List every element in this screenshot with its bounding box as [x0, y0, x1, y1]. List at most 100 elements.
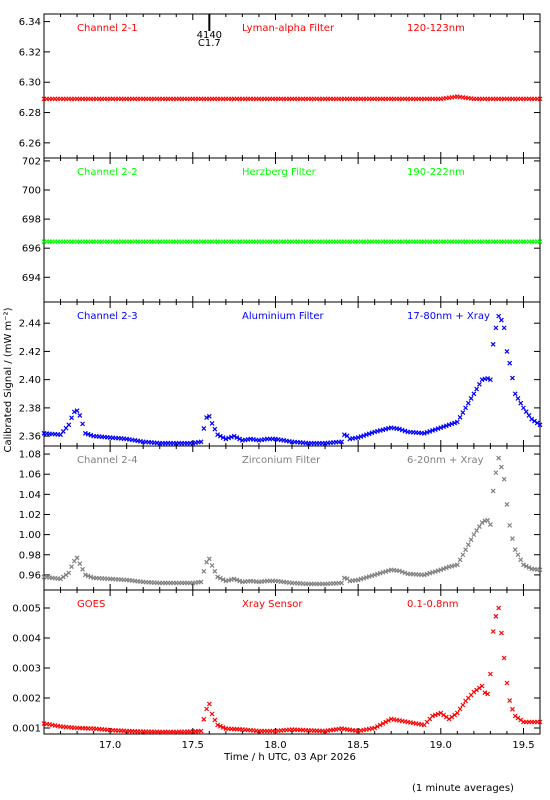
data-point — [468, 396, 474, 401]
x-tick-label: 18.0 — [264, 740, 286, 751]
data-point — [69, 564, 74, 570]
data-point — [217, 575, 223, 581]
y-tick-label: 6.28 — [19, 108, 41, 119]
panels: 6.26 6.28 6.30 6.32 6.34 Channel 2-1 Lyman-alp… — [12, 13, 543, 735]
filter-label: Zirconium Filter — [242, 455, 321, 466]
data-point — [498, 317, 504, 323]
y-tick-label: 2.42 — [19, 347, 41, 358]
data-point — [501, 655, 507, 661]
data-point — [487, 671, 493, 677]
data-point — [493, 325, 499, 331]
data-point — [504, 680, 510, 686]
y-tick-label: 0.96 — [19, 570, 41, 581]
data-point — [504, 501, 510, 507]
data-point — [518, 557, 524, 563]
data-point — [476, 524, 482, 529]
data-point — [526, 412, 532, 418]
data-point — [523, 409, 529, 415]
panel-frame — [43, 589, 541, 735]
y-tick-label: 1.02 — [19, 510, 41, 521]
panel-frame — [43, 13, 541, 159]
data-point — [465, 400, 471, 406]
data-point — [532, 418, 537, 424]
y-tick-label: 1.04 — [19, 490, 41, 501]
data-point — [460, 552, 466, 558]
data-point — [490, 488, 496, 494]
data-point — [88, 574, 94, 580]
data-point — [485, 517, 491, 523]
data-point — [82, 430, 88, 436]
data-point — [496, 455, 502, 461]
data-point — [465, 542, 471, 548]
data-point — [512, 391, 518, 397]
flare-marker: 4140 C1.7 — [197, 14, 222, 49]
data-point — [206, 701, 212, 707]
data-point — [441, 424, 446, 430]
data-point — [479, 683, 485, 689]
data-point — [432, 427, 438, 432]
data-point — [471, 391, 477, 397]
data-point — [474, 528, 480, 534]
data-point — [339, 580, 345, 586]
data-point — [471, 532, 477, 538]
data-point — [476, 381, 482, 387]
filter-label: Xray Sensor — [242, 599, 303, 610]
data-point — [424, 429, 430, 435]
panel-1: 6.26 6.28 6.30 6.32 6.34 Channel 2-1 Lyman-alp… — [19, 13, 543, 159]
data-point — [369, 430, 375, 436]
data-point — [510, 536, 515, 541]
data-point — [468, 537, 474, 543]
data-point — [512, 547, 518, 553]
data-point — [515, 552, 521, 558]
data-points — [41, 313, 543, 446]
panel-2: 694 696 698 700 702 Channel 2-2 Herzberg Filte… — [22, 156, 543, 303]
data-point — [397, 568, 402, 574]
data-point — [237, 578, 243, 584]
filter-label: Herzberg Filter — [242, 167, 317, 178]
data-point — [452, 420, 458, 426]
panel-3: 2.36 2.38 2.40 2.42 2.44 Channel 2-3 Aluminium… — [19, 301, 543, 447]
y-tick-label: 0.002 — [12, 694, 41, 705]
data-point — [493, 470, 499, 476]
data-point — [537, 719, 543, 725]
data-point — [215, 432, 221, 438]
data-point — [80, 421, 86, 427]
data-point — [77, 412, 83, 418]
data-point — [430, 713, 435, 719]
y-tick-label: 6.30 — [19, 78, 41, 89]
footnote: (1 minute averages) — [412, 783, 514, 794]
data-point — [237, 436, 243, 442]
data-point — [220, 435, 226, 440]
data-point — [215, 722, 221, 728]
data-point — [485, 691, 491, 697]
data-point — [198, 439, 204, 445]
data-point — [537, 422, 543, 428]
data-point — [377, 722, 383, 728]
data-point — [443, 565, 449, 571]
data-point — [204, 706, 210, 712]
data-point — [457, 557, 463, 563]
data-point — [496, 605, 502, 611]
data-point — [446, 422, 452, 428]
data-point — [74, 408, 80, 414]
data-point — [71, 409, 77, 415]
data-point — [435, 711, 441, 717]
data-point — [234, 435, 240, 440]
data-point — [234, 577, 240, 583]
data-point — [217, 723, 223, 729]
data-point — [432, 712, 438, 718]
data-point — [537, 567, 543, 573]
flare-id-label: 4140 — [197, 30, 222, 41]
panel-5: 0.001 0.002 0.003 0.004 0.005 GOES Xray Sensor… — [12, 589, 543, 735]
data-point — [198, 728, 204, 734]
y-tick-label: 2.44 — [19, 319, 41, 330]
y-tick-label: 0.005 — [12, 604, 41, 615]
y-tick-label: 6.32 — [19, 47, 41, 58]
band-label: 6-20nm + Xray — [407, 455, 484, 466]
panel-frame — [43, 301, 541, 447]
data-point — [215, 574, 221, 580]
data-points — [41, 605, 543, 735]
data-point — [430, 428, 435, 433]
flare-class-label: C1.7 — [198, 38, 221, 49]
